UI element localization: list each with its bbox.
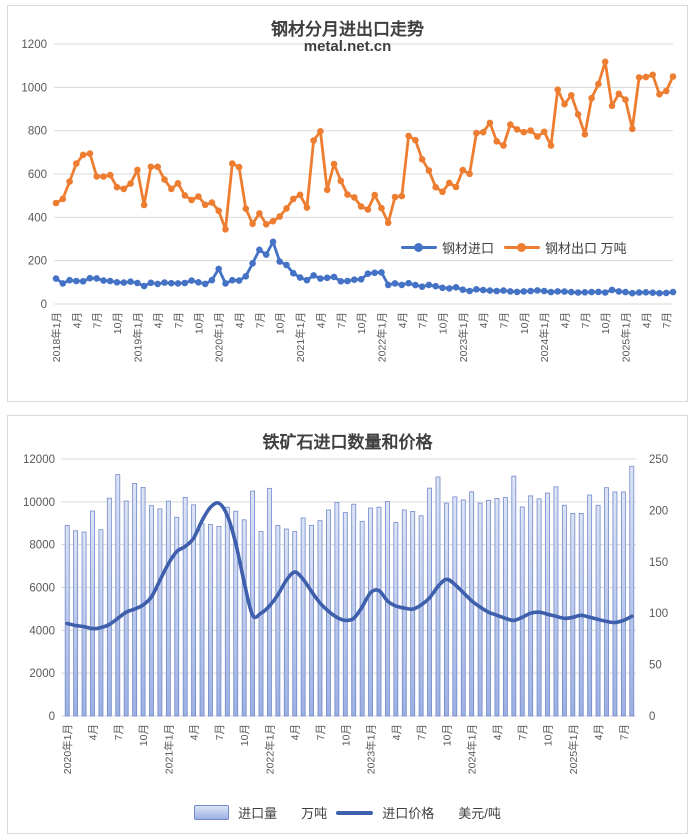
svg-text:7月: 7月 — [173, 312, 185, 328]
svg-text:2023年1月: 2023年1月 — [365, 724, 378, 774]
svg-text:10月: 10月 — [441, 724, 453, 746]
svg-text:4月: 4月 — [87, 724, 99, 740]
svg-text:10月: 10月 — [239, 724, 251, 746]
svg-text:4月: 4月 — [153, 312, 165, 328]
svg-text:10月: 10月 — [275, 312, 287, 334]
svg-text:2020年1月: 2020年1月 — [61, 724, 74, 774]
chart-subtitle-watermark: metal.net.cn — [303, 38, 392, 55]
svg-text:2022年1月: 2022年1月 — [263, 724, 276, 774]
svg-text:4月: 4月 — [391, 724, 403, 740]
svg-text:4月: 4月 — [315, 312, 327, 328]
legend-item-steel-import: 钢材进口 — [401, 238, 494, 257]
svg-text:4月: 4月 — [234, 312, 246, 328]
line-swatch-icon — [336, 810, 374, 815]
svg-text:7月: 7月 — [618, 724, 630, 740]
svg-text:2020年1月: 2020年1月 — [213, 312, 226, 362]
svg-text:0: 0 — [649, 711, 655, 723]
svg-text:7月: 7月 — [254, 312, 266, 328]
svg-text:7月: 7月 — [92, 312, 104, 328]
svg-text:1000: 1000 — [21, 82, 47, 94]
svg-text:2024年1月: 2024年1月 — [466, 724, 479, 774]
svg-text:4月: 4月 — [641, 312, 653, 328]
bar-swatch-icon — [194, 805, 230, 820]
svg-text:10月: 10月 — [600, 312, 612, 334]
svg-text:6000: 6000 — [29, 583, 55, 595]
iron-ore-bar-line-chart: 0 2000 4000 6000 8000 10000 12000 0 50 100 150 200 2… — [23, 454, 668, 774]
svg-text:2021年1月: 2021年1月 — [294, 312, 307, 362]
svg-text:100: 100 — [649, 608, 668, 620]
svg-text:10000: 10000 — [23, 497, 55, 509]
svg-text:4月: 4月 — [189, 724, 201, 740]
svg-text:200: 200 — [28, 256, 47, 268]
svg-text:10月: 10月 — [356, 312, 368, 334]
legend-label-import-volume: 进口量 — [238, 806, 278, 821]
svg-text:10月: 10月 — [193, 312, 205, 334]
svg-text:12000: 12000 — [23, 454, 55, 466]
svg-text:4月: 4月 — [71, 312, 83, 328]
svg-text:10月: 10月 — [519, 312, 531, 334]
chart-title-steel-trade: 钢材分月进出口走势 — [271, 20, 424, 39]
legend-unit-import-volume: 万吨 — [301, 806, 328, 821]
svg-text:4月: 4月 — [492, 724, 504, 740]
svg-text:7月: 7月 — [416, 724, 428, 740]
legend-iron-ore: 进口量 万吨 进口价格 美元/吨 — [8, 803, 687, 822]
svg-text:10月: 10月 — [112, 312, 124, 334]
svg-text:7月: 7月 — [336, 312, 348, 328]
svg-text:7月: 7月 — [517, 724, 529, 740]
steel-trade-chart-panel: 钢材分月进出口走势 metal.net.cn 0 200 400 600 800 1000… — [7, 5, 688, 402]
svg-text:2018年1月: 2018年1月 — [50, 312, 63, 362]
legend-label-steel-export: 钢材出口 万吨 — [545, 241, 627, 256]
svg-text:2023年1月: 2023年1月 — [457, 312, 470, 362]
line-marker-swatch-orange-icon — [504, 243, 541, 252]
svg-text:2019年1月: 2019年1月 — [131, 312, 144, 362]
svg-text:7月: 7月 — [417, 312, 429, 328]
line-marker-swatch-blue-icon — [401, 243, 437, 252]
iron-ore-chart-panel: 铁矿石进口数量和价格 0 2000 4000 6000 8000 10000 12000 0 5… — [7, 415, 688, 834]
svg-text:250: 250 — [649, 454, 668, 466]
svg-text:2022年1月: 2022年1月 — [375, 312, 388, 362]
svg-text:7月: 7月 — [580, 312, 592, 328]
legend-steel-trade: 钢材进口 钢材出口 万吨 — [401, 238, 627, 257]
svg-text:7月: 7月 — [214, 724, 226, 740]
svg-text:7月: 7月 — [661, 312, 673, 328]
svg-text:10月: 10月 — [138, 724, 150, 746]
svg-text:4月: 4月 — [290, 724, 302, 740]
legend-label-import-price: 进口价格 — [382, 806, 435, 821]
svg-text:10月: 10月 — [543, 724, 555, 746]
svg-text:10月: 10月 — [437, 312, 449, 334]
svg-text:4000: 4000 — [29, 625, 55, 637]
svg-text:150: 150 — [649, 557, 668, 569]
legend-unit-import-price: 美元/吨 — [458, 806, 501, 821]
svg-text:8000: 8000 — [29, 540, 55, 552]
svg-text:1200: 1200 — [21, 39, 47, 51]
svg-text:7月: 7月 — [498, 312, 510, 328]
svg-text:200: 200 — [649, 505, 668, 517]
svg-text:800: 800 — [28, 126, 47, 138]
chart-title-iron-ore: 铁矿石进口数量和价格 — [262, 433, 433, 452]
svg-text:2025年1月: 2025年1月 — [620, 312, 633, 362]
svg-text:10月: 10月 — [340, 724, 352, 746]
steel-import-export-line-chart: 0 200 400 600 800 1000 1200 2018年1月 4月 7月 10月 2019年… — [21, 39, 677, 362]
svg-text:4月: 4月 — [560, 312, 572, 328]
legend-item-steel-export: 钢材出口 万吨 — [504, 238, 627, 257]
svg-text:2025年1月: 2025年1月 — [567, 724, 580, 774]
svg-text:7月: 7月 — [315, 724, 327, 740]
svg-text:0: 0 — [49, 711, 55, 723]
svg-text:7月: 7月 — [113, 724, 125, 740]
svg-text:2000: 2000 — [29, 668, 55, 680]
svg-text:600: 600 — [28, 169, 47, 181]
legend-label-steel-import: 钢材进口 — [442, 241, 495, 256]
svg-text:4月: 4月 — [593, 724, 605, 740]
svg-text:2021年1月: 2021年1月 — [162, 724, 175, 774]
svg-text:50: 50 — [649, 660, 662, 672]
svg-text:4月: 4月 — [478, 312, 490, 328]
svg-text:0: 0 — [41, 299, 47, 311]
svg-text:4月: 4月 — [397, 312, 409, 328]
svg-text:400: 400 — [28, 212, 47, 224]
svg-text:2024年1月: 2024年1月 — [538, 312, 551, 362]
